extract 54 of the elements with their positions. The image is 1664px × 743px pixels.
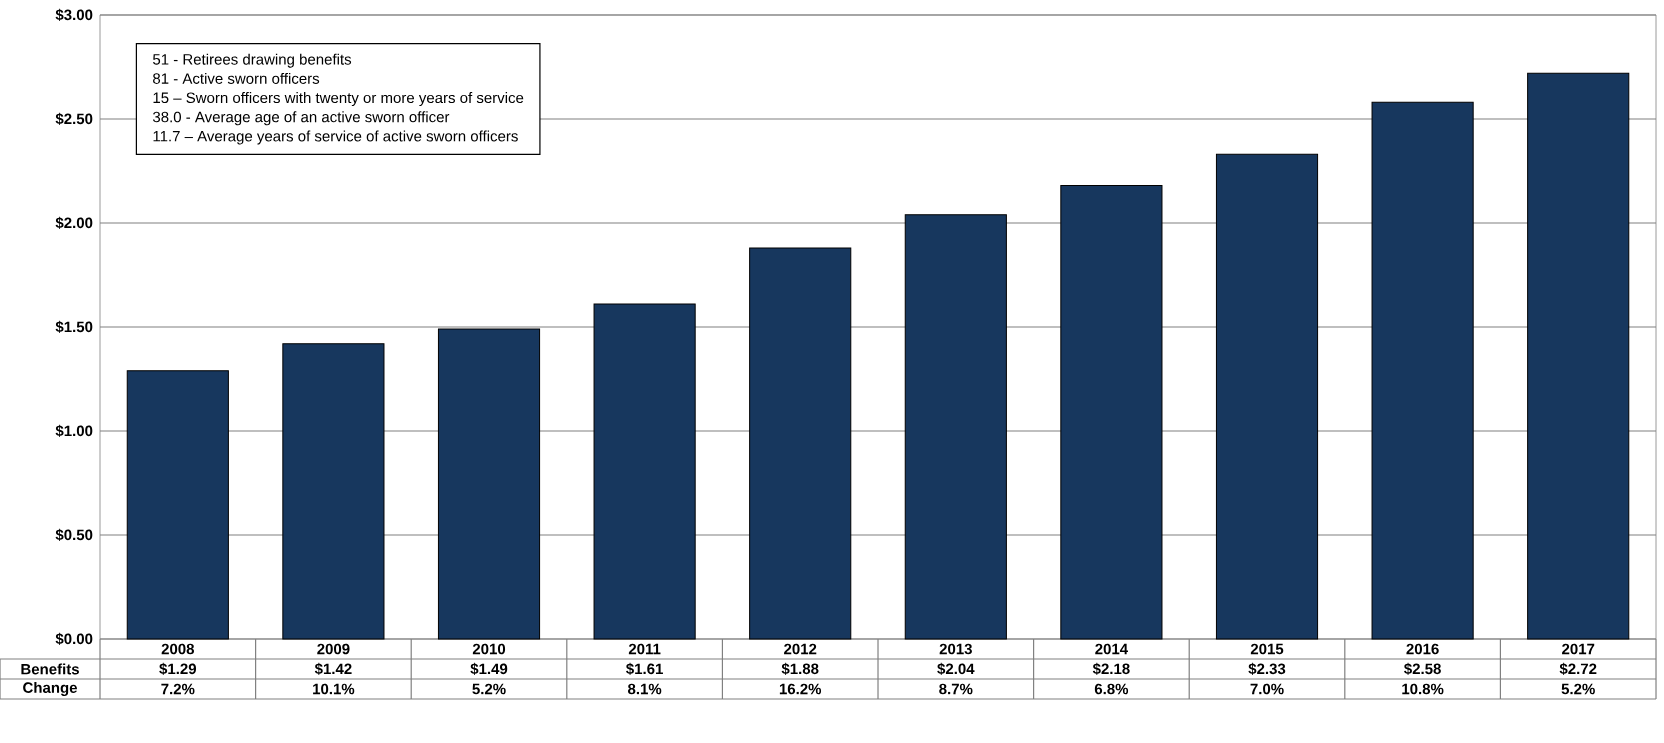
x-tick-label: 2015 [1250, 643, 1284, 655]
bar [1371, 101, 1474, 640]
text: Change [23, 681, 78, 696]
y-tick-label: $1.50 [55, 320, 93, 334]
y-tick-label: $1.00 [55, 424, 93, 438]
x-tick-label: 2013 [939, 643, 972, 655]
y-tick-label: $0.00 [55, 632, 93, 646]
x-tick-label: 2017 [1562, 643, 1595, 655]
data-label: $2.58 [1404, 662, 1441, 676]
annotation: 51 - Retirees drawing benefits [152, 53, 352, 68]
bar [1060, 185, 1163, 640]
data-label: $2.33 [1248, 662, 1286, 676]
data-label: $1.61 [626, 662, 663, 676]
y-tick-label: $0.50 [55, 528, 93, 542]
data-label: $1.42 [314, 662, 352, 676]
annotation: 81 - Active sworn officers [153, 72, 320, 84]
x-tick-label: 2016 [1406, 643, 1439, 655]
text: Benefits [21, 663, 79, 675]
text: 7.0% [1250, 683, 1284, 695]
x-tick-label: 2009 [317, 643, 350, 655]
text: 8.1% [627, 683, 662, 695]
bar [282, 343, 385, 640]
x-tick-label: 2012 [784, 643, 817, 655]
annotation: 15 – Sworn officers with twenty or more years of service [153, 92, 524, 107]
x-tick-label: 2010 [472, 643, 506, 655]
annotation: 38.0 - Average age of an active sworn officer [152, 111, 450, 126]
x-tick-label: 2011 [628, 643, 661, 655]
text: 16.2% [779, 683, 822, 695]
y-tick-label: $2.00 [55, 216, 93, 230]
text: 5.2% [472, 683, 506, 695]
text: 7.2% [161, 683, 195, 695]
y-tick-label: $2.50 [55, 112, 93, 126]
bar [1215, 153, 1319, 640]
x-tick-label: 2014 [1095, 643, 1128, 655]
bar [904, 214, 1007, 640]
data-label: $1.49 [470, 662, 508, 676]
bar [126, 370, 229, 640]
data-label: $1.29 [159, 662, 197, 676]
bar [437, 328, 541, 640]
y-tick-label: $3.00 [55, 8, 93, 22]
text: 10.1% [313, 683, 355, 695]
data-label: $2.72 [1559, 662, 1597, 676]
x-tick-label: 2008 [161, 643, 195, 655]
data-label: $2.18 [1092, 662, 1130, 676]
data-label: $2.04 [937, 662, 975, 676]
bar [593, 303, 696, 640]
text: 6.8% [1094, 683, 1129, 695]
bar [1527, 72, 1630, 640]
bar [749, 247, 852, 640]
annotation: 11.7 – Average years of service of active sworn officers [153, 130, 518, 145]
data-label: $1.88 [781, 662, 819, 676]
text: 5.2% [1561, 683, 1595, 695]
text: 10.8% [1402, 683, 1444, 695]
text: 8.7% [939, 683, 973, 695]
